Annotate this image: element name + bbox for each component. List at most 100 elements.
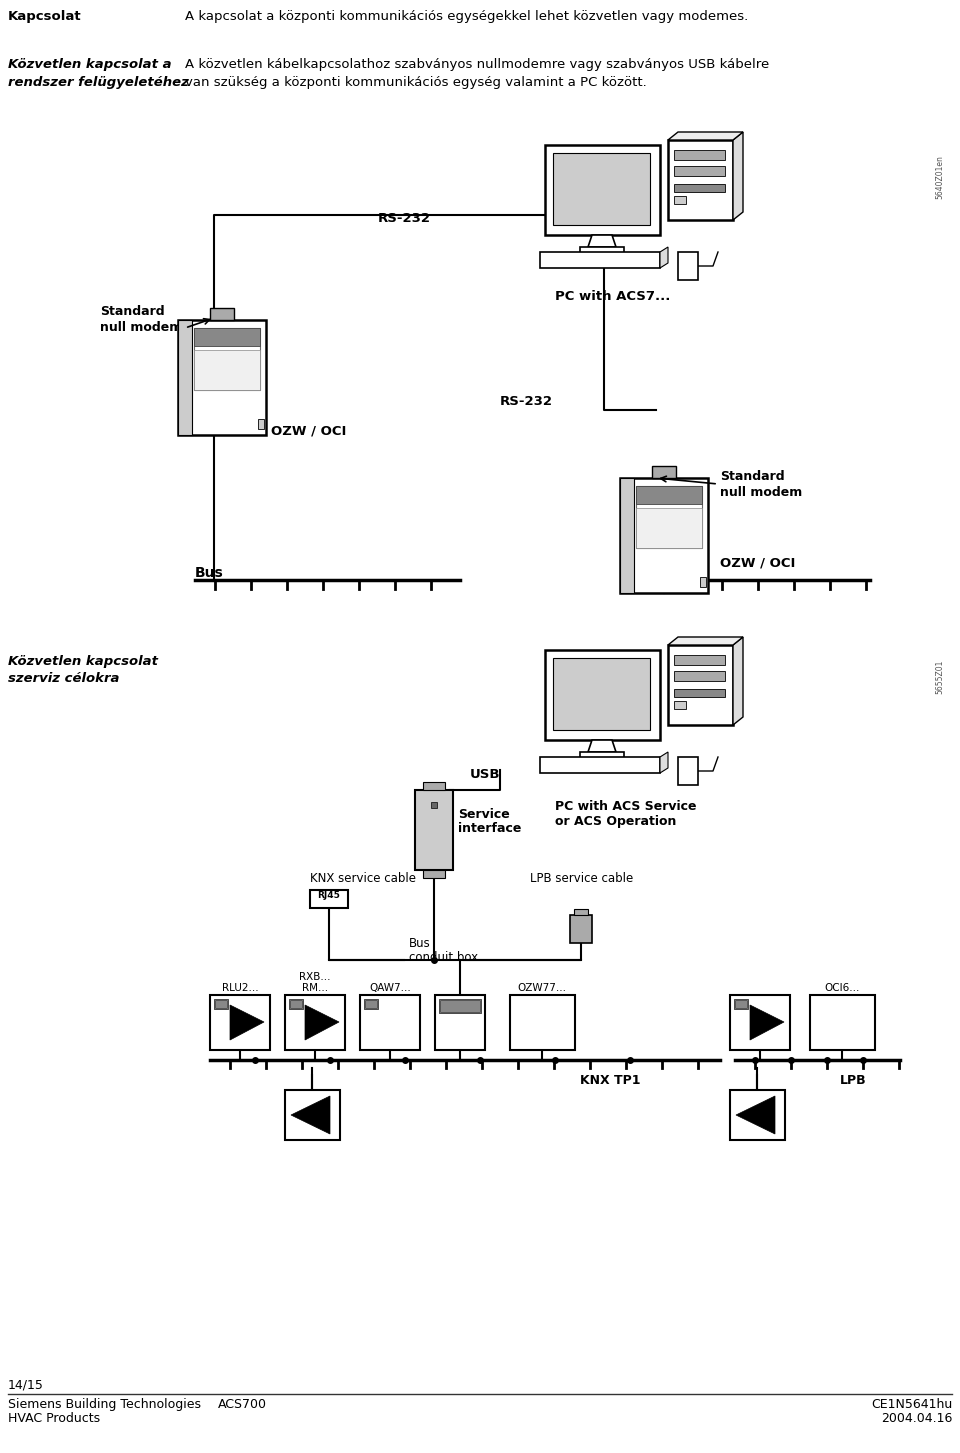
Text: interface: interface xyxy=(458,822,521,835)
Polygon shape xyxy=(674,196,686,203)
Polygon shape xyxy=(620,478,708,593)
Polygon shape xyxy=(178,320,266,434)
Text: RXB...: RXB... xyxy=(300,972,331,982)
Polygon shape xyxy=(431,802,437,808)
Polygon shape xyxy=(439,1000,481,1013)
Polygon shape xyxy=(674,150,725,160)
Text: OZW / OCI: OZW / OCI xyxy=(271,424,347,437)
Polygon shape xyxy=(215,1000,227,1008)
Polygon shape xyxy=(230,1005,264,1040)
Polygon shape xyxy=(660,753,668,773)
Polygon shape xyxy=(290,1000,302,1008)
Polygon shape xyxy=(810,995,875,1051)
Text: Standard: Standard xyxy=(100,305,164,318)
Polygon shape xyxy=(285,1090,340,1141)
Polygon shape xyxy=(668,132,743,139)
Text: Közvetlen kapcsolat a: Közvetlen kapcsolat a xyxy=(8,58,172,71)
Polygon shape xyxy=(735,1000,747,1008)
Polygon shape xyxy=(636,485,702,548)
Text: van szükség a központi kommunikációs egység valamint a PC között.: van szükség a központi kommunikációs egy… xyxy=(185,76,647,89)
Polygon shape xyxy=(674,655,725,665)
Polygon shape xyxy=(678,251,698,280)
Polygon shape xyxy=(736,1096,775,1133)
Polygon shape xyxy=(214,1000,228,1008)
Text: OZW / OCI: OZW / OCI xyxy=(720,556,796,570)
Polygon shape xyxy=(668,645,733,725)
Polygon shape xyxy=(210,995,270,1051)
Polygon shape xyxy=(730,1090,785,1141)
Polygon shape xyxy=(652,466,676,478)
Text: CE1N5641hu: CE1N5641hu xyxy=(871,1398,952,1411)
Polygon shape xyxy=(733,132,743,219)
Text: LPB: LPB xyxy=(840,1074,867,1087)
Text: RS-232: RS-232 xyxy=(378,212,431,225)
Text: KNX service cable: KNX service cable xyxy=(310,872,416,885)
Polygon shape xyxy=(423,782,445,790)
Text: RJ45: RJ45 xyxy=(318,891,341,899)
Polygon shape xyxy=(674,166,725,176)
Text: OCI6...: OCI6... xyxy=(825,984,860,992)
Polygon shape xyxy=(636,509,702,548)
Polygon shape xyxy=(194,350,260,389)
Polygon shape xyxy=(291,1096,330,1133)
Text: ACS700: ACS700 xyxy=(218,1398,267,1411)
Polygon shape xyxy=(660,247,668,267)
Text: LPB service cable: LPB service cable xyxy=(530,872,634,885)
Text: PC with ACS Service: PC with ACS Service xyxy=(555,801,697,814)
Text: null modem: null modem xyxy=(720,485,803,498)
Polygon shape xyxy=(674,689,725,697)
Polygon shape xyxy=(674,671,725,681)
Polygon shape xyxy=(553,658,650,729)
Polygon shape xyxy=(674,185,725,192)
Polygon shape xyxy=(258,418,264,429)
Polygon shape xyxy=(545,145,660,235)
Polygon shape xyxy=(574,910,588,915)
Polygon shape xyxy=(545,649,660,740)
Text: or ACS Operation: or ACS Operation xyxy=(555,815,677,828)
Text: Siemens Building Technologies: Siemens Building Technologies xyxy=(8,1398,201,1411)
Text: Kapcsolat: Kapcsolat xyxy=(8,10,82,23)
Text: A közvetlen kábelkapcsolathoz szabványos nullmodemre vagy szabványos USB kábelre: A közvetlen kábelkapcsolathoz szabványos… xyxy=(185,58,769,71)
Polygon shape xyxy=(285,995,345,1051)
Polygon shape xyxy=(364,1000,378,1008)
Text: Bus: Bus xyxy=(630,567,659,580)
Text: conduit box: conduit box xyxy=(409,952,478,963)
Text: 14/15: 14/15 xyxy=(8,1377,44,1391)
Text: null modem: null modem xyxy=(100,321,182,334)
Text: 5655Z01: 5655Z01 xyxy=(935,660,944,695)
Polygon shape xyxy=(636,485,702,504)
Polygon shape xyxy=(360,995,420,1051)
Text: Közvetlen kapcsolat: Közvetlen kapcsolat xyxy=(8,655,158,668)
Text: RS-232: RS-232 xyxy=(500,395,553,408)
Polygon shape xyxy=(620,478,634,593)
Polygon shape xyxy=(588,740,616,753)
Text: 2004.04.16: 2004.04.16 xyxy=(880,1412,952,1425)
Polygon shape xyxy=(553,153,650,225)
Polygon shape xyxy=(289,1000,303,1008)
Text: 5640Z01en: 5640Z01en xyxy=(935,155,944,199)
Polygon shape xyxy=(178,320,192,434)
Polygon shape xyxy=(668,139,733,219)
Polygon shape xyxy=(734,1000,748,1008)
Polygon shape xyxy=(540,251,660,267)
Polygon shape xyxy=(674,700,686,709)
Text: RLU2...: RLU2... xyxy=(222,984,258,992)
Polygon shape xyxy=(440,1000,480,1011)
Polygon shape xyxy=(730,995,790,1051)
Polygon shape xyxy=(194,328,260,389)
Text: KNX TP1: KNX TP1 xyxy=(580,1074,640,1087)
Polygon shape xyxy=(700,577,706,587)
Text: RM...: RM... xyxy=(302,984,328,992)
Polygon shape xyxy=(365,1000,377,1008)
Polygon shape xyxy=(305,1005,339,1040)
Text: Standard: Standard xyxy=(720,469,784,482)
Text: HVAC Products: HVAC Products xyxy=(8,1412,100,1425)
Polygon shape xyxy=(668,636,743,645)
Text: Service: Service xyxy=(458,808,510,821)
Polygon shape xyxy=(678,757,698,785)
Polygon shape xyxy=(580,247,624,253)
Polygon shape xyxy=(510,995,575,1051)
Text: Bus: Bus xyxy=(195,567,224,580)
Polygon shape xyxy=(570,915,592,943)
Polygon shape xyxy=(310,891,348,908)
